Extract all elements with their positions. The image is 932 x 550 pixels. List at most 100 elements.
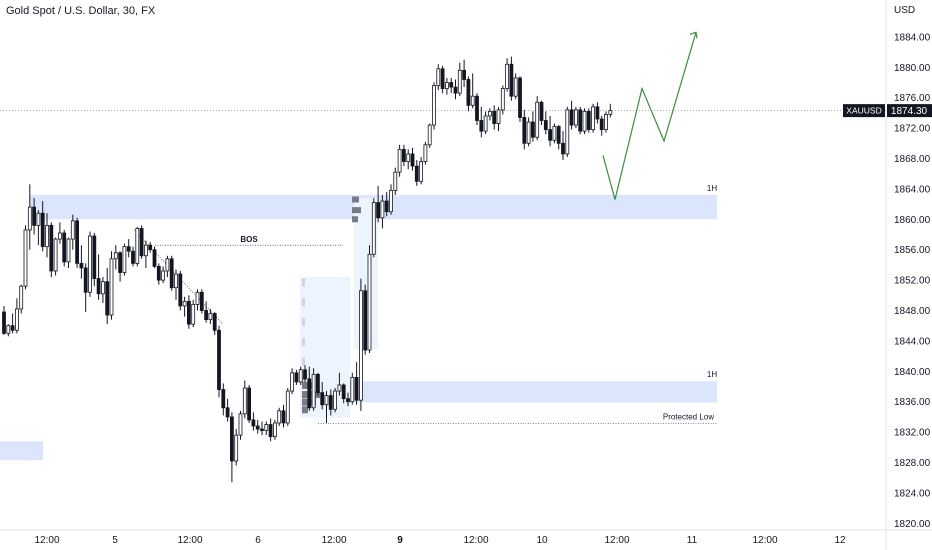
candle-body <box>212 313 217 331</box>
time-tick-label: 12:00 <box>604 535 629 546</box>
candle-body <box>376 202 381 219</box>
candle-body <box>333 390 338 410</box>
candle-body <box>518 77 522 118</box>
price-tick-label: 1884.00 <box>894 32 931 43</box>
price-tick-label: 1824.00 <box>894 488 931 499</box>
candle-body <box>156 266 161 281</box>
candle-body <box>522 117 527 144</box>
trendline <box>133 229 224 325</box>
candle-body <box>436 68 441 86</box>
candle-body <box>195 291 200 305</box>
price-tick-label: 1868.00 <box>894 154 931 165</box>
candle-body <box>565 109 570 155</box>
projection-arrowhead <box>689 31 698 39</box>
candle-body <box>371 202 376 255</box>
price-tick-label: 1860.00 <box>894 215 931 226</box>
candle-body <box>552 126 557 141</box>
candle-body <box>479 120 484 132</box>
zone-label: 1H <box>707 370 717 379</box>
candle-body <box>40 212 45 248</box>
last-price-badge <box>887 104 932 118</box>
price-unit-label: USD <box>894 5 915 16</box>
candle-body <box>432 85 436 126</box>
volume-profile-bar <box>302 377 305 386</box>
candle-body <box>457 69 462 94</box>
candle-body <box>45 224 49 248</box>
volume-profile-bar <box>302 406 308 414</box>
price-tick-label: 1832.00 <box>894 428 931 439</box>
candle-body <box>92 235 97 279</box>
demand-zone <box>342 381 717 403</box>
volume-profile-bar <box>302 337 305 346</box>
candle-body <box>255 425 260 430</box>
candle-body <box>599 118 604 131</box>
candle-body <box>161 270 166 281</box>
price-tick-label: 1840.00 <box>894 367 931 378</box>
candle-body <box>27 206 32 231</box>
candle-body <box>307 378 312 409</box>
candle-body <box>367 253 372 351</box>
candle-body <box>135 228 140 264</box>
candle-body <box>346 398 350 403</box>
candle-body <box>126 246 131 252</box>
candle-body <box>191 304 196 325</box>
protected-low-label: Protected Low <box>663 413 714 422</box>
candle-body <box>152 249 157 267</box>
candle-body <box>389 190 393 213</box>
candle-body <box>320 392 325 406</box>
candle-body <box>70 220 75 240</box>
candle-body <box>539 101 544 121</box>
candle-body <box>578 109 583 132</box>
volume-profile-bar <box>352 196 359 203</box>
price-tick-label: 1828.00 <box>894 458 931 469</box>
candle-body <box>251 419 256 427</box>
volume-profile-bar <box>352 207 361 214</box>
candle-body <box>561 142 565 155</box>
candle-body <box>341 384 346 400</box>
candle-body <box>199 291 204 311</box>
price-tick-label: 1848.00 <box>894 306 931 317</box>
candle-body <box>350 376 355 403</box>
candle-body <box>182 300 187 307</box>
candle-body <box>535 101 540 138</box>
candle-body <box>496 109 501 124</box>
candle-body <box>66 238 71 263</box>
candle-body <box>513 77 518 97</box>
candle-body <box>88 235 92 293</box>
candle-body <box>105 281 110 316</box>
candle-body <box>139 228 144 257</box>
candle-body <box>118 252 122 273</box>
bos-label: BOS <box>240 235 258 244</box>
time-tick-label: 12:00 <box>177 535 202 546</box>
price-tick-label: 1836.00 <box>894 397 931 408</box>
candle-body <box>96 278 101 295</box>
candle-body <box>242 387 247 415</box>
price-tick-label: 1844.00 <box>894 336 931 347</box>
candle-body <box>109 258 114 316</box>
candle-body <box>466 79 471 106</box>
candle-body <box>79 262 84 269</box>
candle-body <box>337 384 342 392</box>
time-tick-label: 12:00 <box>34 535 59 546</box>
candle-body <box>49 224 54 272</box>
candle-body <box>234 434 239 462</box>
candle-body <box>556 126 561 144</box>
candle-body <box>427 124 432 146</box>
candle-body <box>526 121 531 144</box>
candle-body <box>247 387 252 421</box>
candle-body <box>449 82 454 88</box>
candle-body <box>83 267 88 293</box>
time-tick-label: 12:00 <box>463 535 488 546</box>
projection-path <box>602 32 697 200</box>
price-tick-label: 1880.00 <box>894 63 931 74</box>
candle-body <box>393 171 398 191</box>
price-tick-label: 1856.00 <box>894 245 931 256</box>
candle-body <box>440 68 445 89</box>
time-tick-label: 12:00 <box>321 535 346 546</box>
candle-body <box>143 244 148 257</box>
candle-body <box>75 220 79 264</box>
candle-body <box>62 232 67 263</box>
candle-body <box>122 246 127 273</box>
price-tick-label: 1852.00 <box>894 276 931 287</box>
